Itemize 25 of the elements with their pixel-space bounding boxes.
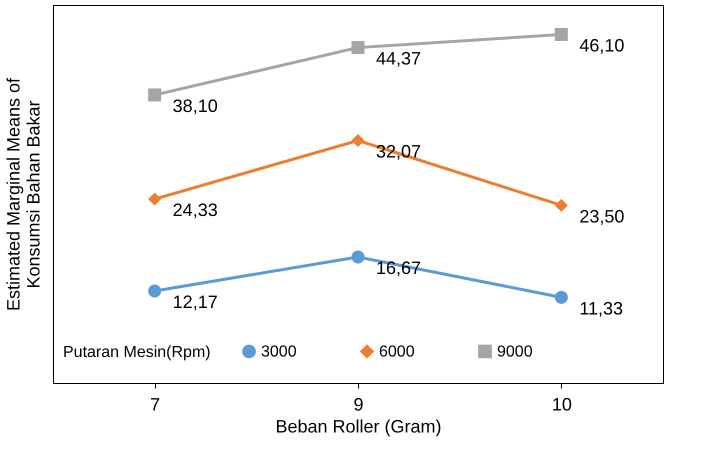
legend-label: 9000 [497,343,533,360]
point [554,198,568,212]
data-label: 24,33 [172,200,218,220]
point [148,284,162,298]
legend-label: 6000 [379,343,415,360]
point [351,250,365,264]
legend-title: Putaran Mesin(Rpm) [63,344,211,361]
data-label: 46,10 [579,35,624,56]
x-tick-label: 7 [150,394,160,414]
point [148,88,162,102]
data-label: 23,50 [579,206,624,226]
data-label: 11,33 [579,298,624,318]
point [554,28,568,42]
point [351,134,365,148]
point [148,192,162,206]
x-tick-label: 9 [353,394,364,414]
data-label: 38,10 [172,96,218,116]
y-axis-title: Estimated Marginal Means of Konsumsi Bahan Bakar [4,76,44,312]
data-label: 44,37 [376,48,422,69]
legend-label: 3000 [261,343,297,360]
x-tick-label: 10 [552,394,572,414]
point [351,41,365,54]
point [554,290,568,304]
data-label: 12,17 [172,292,218,312]
x-axis-title: Beban Roller (Gram) [275,416,442,436]
